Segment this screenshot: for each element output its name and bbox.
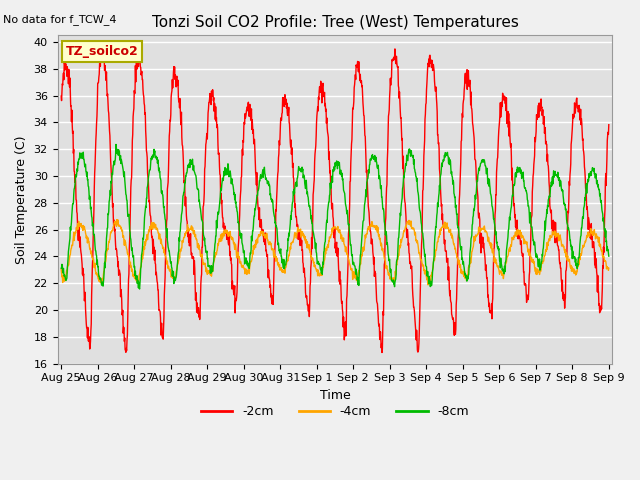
Text: TZ_soilco2: TZ_soilco2 — [66, 45, 139, 58]
Text: No data for f_TCW_4: No data for f_TCW_4 — [3, 14, 116, 25]
Legend: -2cm, -4cm, -8cm: -2cm, -4cm, -8cm — [196, 400, 474, 423]
X-axis label: Time: Time — [319, 389, 350, 402]
Y-axis label: Soil Temperature (C): Soil Temperature (C) — [15, 135, 28, 264]
Title: Tonzi Soil CO2 Profile: Tree (West) Temperatures: Tonzi Soil CO2 Profile: Tree (West) Temp… — [152, 15, 518, 30]
